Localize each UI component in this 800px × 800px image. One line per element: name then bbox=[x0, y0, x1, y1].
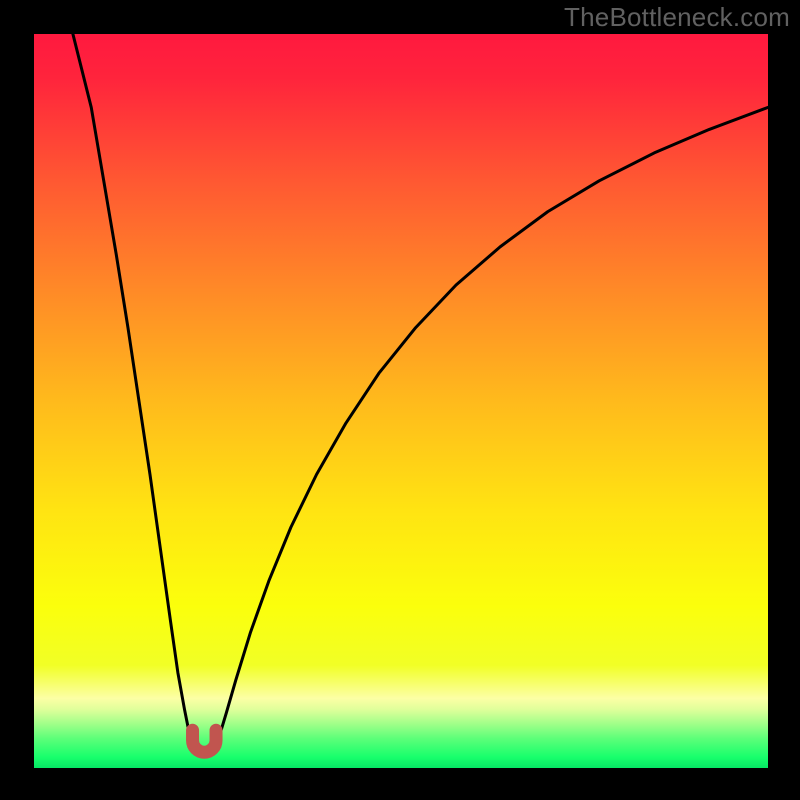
source-watermark: TheBottleneck.com bbox=[564, 2, 790, 33]
plot-background bbox=[34, 34, 768, 768]
bottleneck-plot bbox=[0, 0, 800, 800]
chart-stage: TheBottleneck.com bbox=[0, 0, 800, 800]
